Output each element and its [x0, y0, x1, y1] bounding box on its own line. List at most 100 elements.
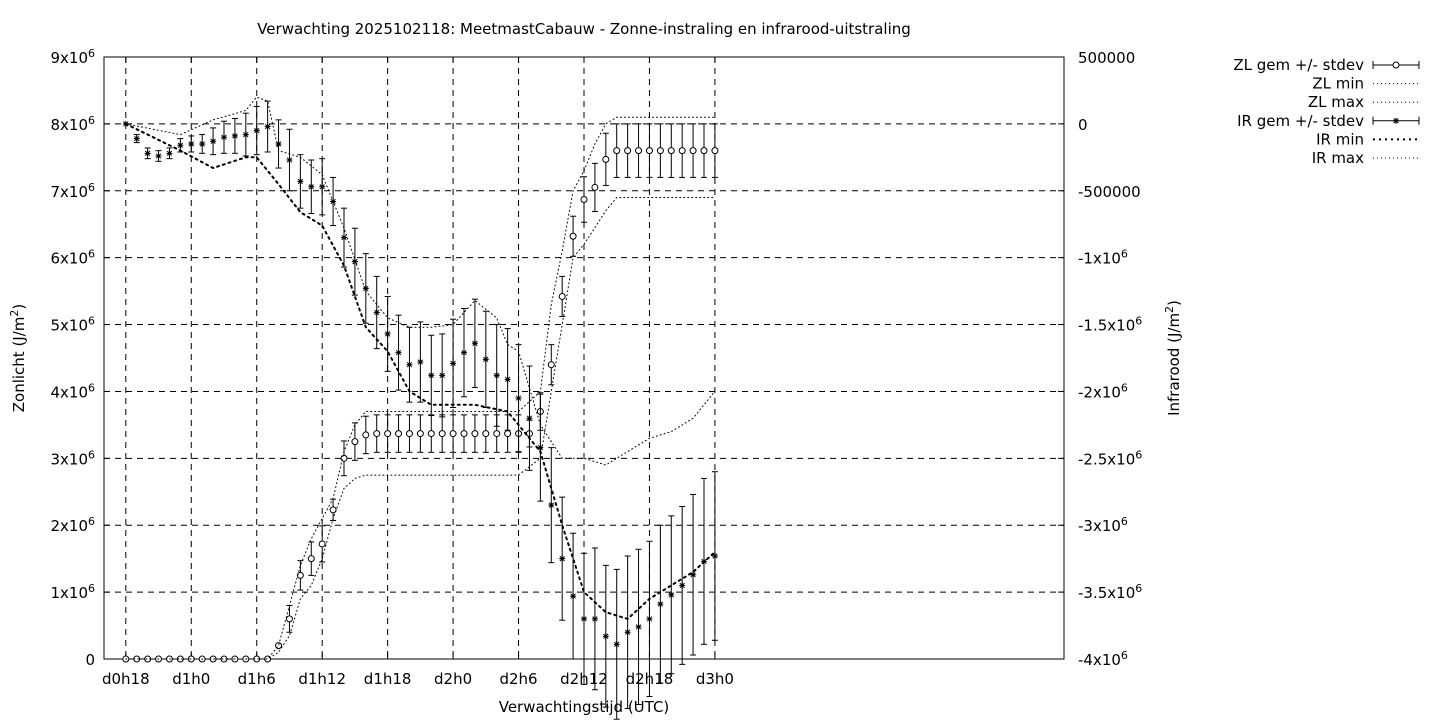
- data-point: [373, 430, 381, 438]
- data-point: [373, 309, 380, 316]
- data-point: [515, 395, 522, 402]
- y2-tick-label: -1.5x106: [1078, 315, 1142, 335]
- y-axis-label: Zonlicht (J/m2): [8, 304, 28, 413]
- series-zl-max: [125, 116, 716, 660]
- legend-marker: [1393, 117, 1399, 124]
- series-line: [125, 96, 716, 466]
- data-point: [493, 430, 501, 438]
- x-tick-label: d1h12: [298, 670, 346, 688]
- series-zl-min: [125, 197, 716, 660]
- legend-label: IR gem +/- stdev: [1237, 112, 1364, 130]
- data-point: [624, 147, 632, 155]
- data-point: [559, 555, 566, 562]
- data-point: [504, 376, 511, 383]
- data-point: [329, 506, 337, 514]
- data-point: [362, 285, 369, 292]
- data-point: [580, 195, 588, 203]
- data-point: [296, 571, 304, 579]
- data-point: [602, 633, 609, 640]
- y2-tick-label: -3.5x106: [1078, 582, 1142, 602]
- y2-tick-label: -1x106: [1078, 248, 1128, 268]
- data-point: [591, 183, 599, 191]
- data-point: [711, 147, 719, 155]
- data-point: [668, 591, 675, 598]
- x-axis-label: Verwachtingstijd (UTC): [499, 698, 670, 716]
- data-point: [667, 147, 675, 155]
- data-point: [570, 593, 577, 600]
- data-point: [591, 615, 598, 622]
- series-ir-gem-stdev: [122, 100, 718, 720]
- data-point: [231, 132, 238, 139]
- data-point: [308, 183, 315, 190]
- data-point: [177, 142, 184, 149]
- axis-ticks: d0h18 d1h0 d1h6 d1h12 d1h18 d2h0 d2h6 d2h12 d2h1…: [50, 47, 1142, 688]
- data-point: [341, 234, 347, 241]
- data-point: [460, 430, 468, 438]
- data-point: [406, 361, 413, 368]
- data-point: [635, 623, 642, 630]
- chart-title: Verwachting 2025102118: MeetmastCabauw -…: [257, 20, 911, 38]
- legend-label: ZL max: [1308, 93, 1364, 111]
- data-point: [646, 615, 653, 622]
- data-point: [493, 372, 500, 379]
- series-ir-max: [125, 96, 716, 466]
- data-point: [581, 615, 587, 622]
- y2-tick-label: 0: [1078, 116, 1088, 134]
- x-tick-label: d1h0: [172, 670, 210, 688]
- data-point: [678, 147, 686, 155]
- y-tick-label: 1x106: [50, 582, 95, 602]
- data-point: [461, 349, 467, 356]
- series-line: [124, 122, 716, 621]
- data-point: [711, 552, 718, 559]
- data-point: [395, 430, 403, 438]
- data-point: [602, 155, 610, 163]
- data-point: [547, 361, 555, 369]
- data-point: [384, 430, 392, 438]
- data-point: [362, 431, 370, 439]
- data-point: [351, 258, 358, 265]
- data-point: [537, 444, 544, 451]
- data-point: [439, 372, 446, 379]
- x-tick-label: d1h18: [364, 670, 412, 688]
- data-point: [635, 147, 643, 155]
- data-point: [428, 372, 435, 379]
- y-tick-label: 7x106: [50, 181, 95, 201]
- y2-tick-label: -2x106: [1078, 381, 1128, 401]
- y-tick-label: 5x106: [50, 315, 95, 335]
- y-tick-label: 3x106: [50, 448, 95, 468]
- data-point: [526, 415, 533, 422]
- legend-marker: [1392, 61, 1400, 69]
- legend-item: ZL gem +/- stdev: [1233, 56, 1420, 74]
- series-line: [125, 116, 716, 660]
- series-line: [125, 197, 716, 660]
- data-point: [558, 292, 566, 300]
- data-point: [319, 183, 326, 190]
- data-point: [569, 232, 577, 240]
- data-point: [482, 430, 490, 438]
- legend-label: ZL gem +/- stdev: [1233, 56, 1364, 74]
- data-point: [351, 438, 359, 446]
- data-point: [188, 140, 195, 147]
- data-point: [690, 571, 697, 578]
- y2-tick-label: -500000: [1078, 183, 1141, 201]
- data-point: [548, 502, 555, 509]
- data-point: [166, 150, 173, 157]
- data-point: [253, 127, 260, 134]
- y2-tick-label: -4x106: [1078, 649, 1128, 669]
- data-point: [286, 157, 293, 164]
- data-point: [199, 140, 206, 147]
- data-point: [700, 147, 708, 155]
- y2-tick-label: 500000: [1078, 49, 1135, 67]
- data-point: [504, 430, 512, 438]
- legend-item: IR max: [1312, 149, 1419, 167]
- data-point: [221, 134, 227, 141]
- data-point: [449, 430, 457, 438]
- x-tick-label: d0h18: [102, 670, 150, 688]
- x-tick-label: d3h0: [696, 670, 734, 688]
- y-tick-label: 8x106: [50, 114, 95, 134]
- y-tick-label: 4x106: [50, 381, 95, 401]
- y2-axis-label: Infrarood (J/m2): [1163, 300, 1183, 416]
